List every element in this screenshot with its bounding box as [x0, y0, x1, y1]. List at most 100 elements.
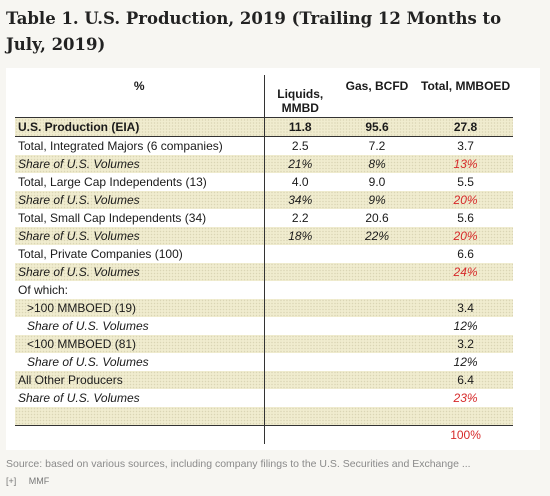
- production-table: % Liquids, MMBD Gas, BCFD Total, MMBOED …: [15, 75, 514, 445]
- cell-liquids: [264, 299, 336, 317]
- cell-liquids: 34%: [264, 191, 336, 209]
- table-image: % Liquids, MMBD Gas, BCFD Total, MMBOED …: [6, 68, 540, 450]
- row-label: Of which:: [15, 281, 265, 299]
- cell-gas: [336, 335, 418, 353]
- table-row: 100%: [15, 425, 513, 445]
- cell-liquids: [264, 371, 336, 389]
- cell-gas: [336, 426, 418, 445]
- cell-liquids: 4.0: [291, 175, 309, 189]
- cell-gas: 20.6: [365, 211, 389, 225]
- table-row: Total, Large Cap Independents (13) 4.0 9…: [15, 173, 513, 191]
- cell-total: 3.2: [418, 335, 514, 353]
- row-label: <100 MMBOED (81): [15, 335, 265, 353]
- cell-gas: 95.6: [336, 117, 418, 137]
- row-label: Total, Large Cap Independents (13): [15, 173, 265, 191]
- cell-total: 24%: [418, 263, 514, 281]
- cell-total: 23%: [453, 391, 478, 405]
- row-label: All Other Producers: [15, 371, 265, 389]
- cell-total: 12%: [453, 319, 478, 333]
- cell-liquids: 2.2: [291, 211, 309, 225]
- table-row: >100 MMBOED (19) 3.4: [15, 299, 514, 317]
- row-label: Share of U.S. Volumes: [15, 155, 265, 173]
- cell-liquids: 2.5: [291, 139, 309, 153]
- row-label: Total, Small Cap Independents (34): [15, 209, 265, 227]
- cell-total: 3.4: [418, 299, 514, 317]
- cell-gas: 7.2: [368, 139, 386, 153]
- row-label: Total, Private Companies (100): [15, 245, 265, 263]
- cell-gas: 9%: [336, 191, 418, 209]
- table-row: Share of U.S. Volumes 23%: [15, 389, 513, 407]
- cell-gas: 8%: [336, 155, 418, 173]
- cell-liquids: [264, 407, 336, 426]
- cell-liquids: [264, 245, 336, 263]
- cell-gas: [336, 407, 418, 426]
- cell-liquids: [264, 426, 336, 445]
- table-title: Table 1. U.S. Production, 2019 (Trailing…: [6, 9, 502, 54]
- row-label: [15, 407, 265, 426]
- table-row: Total, Small Cap Independents (34) 2.2 2…: [15, 209, 513, 227]
- cell-gas: [336, 389, 418, 407]
- cell-total: 27.8: [418, 117, 514, 137]
- cell-gas: [336, 299, 418, 317]
- row-label: Share of U.S. Volumes: [15, 191, 265, 209]
- table-row: Share of U.S. Volumes 18% 22% 20%: [15, 227, 514, 245]
- cell-liquids: [264, 353, 336, 371]
- cell-total: 20%: [418, 227, 514, 245]
- table-row: U.S. Production (EIA) 11.8 95.6 27.8: [15, 117, 514, 137]
- cell-liquids: [264, 281, 336, 299]
- cell-total: [418, 407, 514, 426]
- cell-gas: 9.0: [368, 175, 386, 189]
- cell-gas: [336, 353, 418, 371]
- cell-total: 6.4: [418, 371, 514, 389]
- cell-total: [418, 281, 513, 299]
- table-row: Share of U.S. Volumes 34% 9% 20%: [15, 191, 514, 209]
- cell-gas: [336, 371, 418, 389]
- caption-footer: [+] MMF: [6, 476, 59, 486]
- table-row: Share of U.S. Volumes 24%: [15, 263, 514, 281]
- row-label: Share of U.S. Volumes: [15, 389, 265, 407]
- expand-caption-button[interactable]: [+]: [6, 476, 17, 486]
- cell-total: 13%: [418, 155, 514, 173]
- author-label: MMF: [28, 476, 50, 486]
- table-row: [15, 407, 514, 426]
- cell-liquids: [264, 389, 336, 407]
- row-label: [15, 425, 265, 444]
- table-row: All Other Producers 6.4: [15, 371, 514, 389]
- header-gas: Gas, BCFD: [345, 79, 409, 93]
- row-label: Share of U.S. Volumes: [15, 227, 265, 245]
- cell-total: 5.5: [457, 175, 474, 189]
- cell-total: 5.6: [457, 211, 474, 225]
- source-caption: Source: based on various sources, includ…: [6, 458, 471, 470]
- row-label: Total, Integrated Majors (6 companies): [15, 136, 265, 155]
- cell-total: 12%: [453, 355, 478, 369]
- table-row: Share of U.S. Volumes 12%: [15, 353, 513, 371]
- cell-gas: [336, 263, 418, 281]
- cell-gas: 22%: [336, 227, 418, 245]
- cell-gas: [336, 281, 418, 299]
- cell-total: 3.7: [457, 139, 474, 153]
- cell-total: 100%: [450, 428, 481, 442]
- cell-liquids: [264, 335, 336, 353]
- table-row: Total, Private Companies (100) 6.6: [15, 245, 513, 263]
- header-total: Total, MMBOED: [421, 79, 511, 93]
- table-row: Share of U.S. Volumes 12%: [15, 317, 513, 335]
- table-row: Of which:: [15, 281, 513, 299]
- cell-liquids: 21%: [264, 155, 336, 173]
- row-label: Share of U.S. Volumes: [15, 263, 265, 281]
- cell-liquids: [264, 263, 336, 281]
- header-liquids: Liquids, MMBD: [277, 87, 324, 115]
- cell-gas: [336, 245, 418, 263]
- cell-total: 20%: [418, 191, 514, 209]
- row-label: Share of U.S. Volumes: [15, 317, 265, 335]
- table-row: Share of U.S. Volumes 21% 8% 13%: [15, 155, 514, 173]
- row-label: U.S. Production (EIA): [15, 117, 265, 137]
- table-row: <100 MMBOED (81) 3.2: [15, 335, 514, 353]
- cell-liquids: 18%: [264, 227, 336, 245]
- cell-liquids: 11.8: [264, 117, 336, 137]
- cell-total: 6.6: [457, 247, 474, 261]
- row-label: Share of U.S. Volumes: [15, 353, 265, 371]
- cell-liquids: [264, 317, 336, 335]
- row-label: >100 MMBOED (19): [15, 299, 265, 317]
- table-row: Total, Integrated Majors (6 companies) 2…: [15, 136, 513, 155]
- cell-gas: [336, 317, 418, 335]
